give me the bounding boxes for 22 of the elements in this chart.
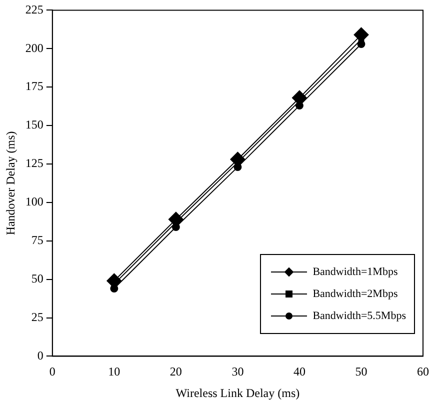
y-tick-label: 175 [25, 79, 44, 94]
x-tick-label: 60 [417, 364, 429, 379]
x-tick-label: 10 [108, 364, 120, 379]
y-tick-label: 25 [31, 310, 44, 324]
y-tick-label: 100 [25, 194, 44, 209]
x-tick-label: 40 [293, 364, 306, 379]
x-tick-label: 20 [170, 364, 182, 379]
x-tick-label: 0 [49, 364, 56, 379]
y-tick-label: 225 [25, 2, 44, 16]
legend-label: Bandwidth=2Mbps [312, 288, 398, 300]
legend-label: Bandwidth=1Mbps [312, 266, 398, 278]
y-tick-label: 150 [25, 118, 44, 132]
y-tick-label: 125 [25, 156, 44, 170]
legend-label: Bandwidth=5.5Mbps [312, 310, 406, 322]
x-tick-label: 30 [232, 364, 244, 379]
x-tick-label: 50 [355, 364, 368, 379]
y-tick-label: 200 [25, 40, 44, 55]
x-axis-title: Wireless Link Delay (ms) [176, 386, 300, 400]
y-tick-label: 75 [31, 233, 44, 248]
y-tick-label: 0 [37, 348, 44, 362]
y-tick-label: 50 [31, 271, 44, 286]
y-axis-title: Handover Delay (ms) [3, 131, 18, 236]
